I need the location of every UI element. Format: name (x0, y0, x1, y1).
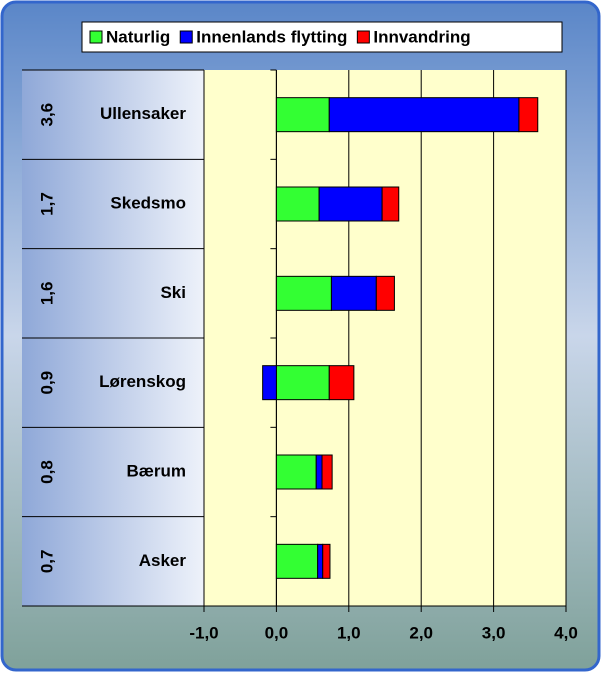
total-label: 1,7 (37, 192, 56, 216)
total-label: 0,7 (37, 550, 56, 574)
bar (275, 97, 330, 133)
x-tick-label: -1,0 (189, 623, 218, 642)
bar (262, 365, 277, 401)
bar (518, 97, 539, 133)
plot-area (204, 70, 566, 606)
x-tick-label: 4,0 (554, 623, 578, 642)
category-label: Ski (160, 283, 186, 302)
bar (275, 454, 317, 490)
bar (318, 186, 383, 222)
bar (275, 543, 319, 579)
legend-label: Naturlig (106, 27, 170, 46)
x-tick-label: 1,0 (337, 623, 361, 642)
x-tick-label: 3,0 (482, 623, 506, 642)
x-tick-label: 0,0 (265, 623, 289, 642)
x-tick-label: 2,0 (409, 623, 433, 642)
category-label: Bærum (126, 461, 186, 480)
legend-swatch (179, 30, 193, 44)
bar (317, 543, 324, 579)
total-label: 3,6 (37, 103, 56, 127)
category-label: Skedsmo (110, 193, 186, 212)
bar (381, 186, 400, 222)
total-label: 0,9 (37, 371, 56, 395)
bar (315, 454, 323, 490)
total-label: 1,6 (37, 282, 56, 306)
total-label: 0,8 (37, 460, 56, 484)
bar (328, 365, 355, 401)
bar (275, 365, 330, 401)
legend-label: Innvandring (373, 27, 470, 46)
bar (375, 275, 395, 311)
bar (321, 454, 333, 490)
bar (330, 275, 377, 311)
bar (275, 186, 320, 222)
category-label: Lørenskog (99, 372, 186, 391)
bar (275, 275, 332, 311)
category-label: Asker (139, 551, 187, 570)
legend-swatch (356, 30, 370, 44)
legend-swatch (89, 30, 103, 44)
legend-label: Innenlands flytting (196, 27, 347, 46)
bar (328, 97, 520, 133)
legend (81, 21, 563, 53)
bar (322, 543, 331, 579)
category-label: Ullensaker (100, 104, 186, 123)
